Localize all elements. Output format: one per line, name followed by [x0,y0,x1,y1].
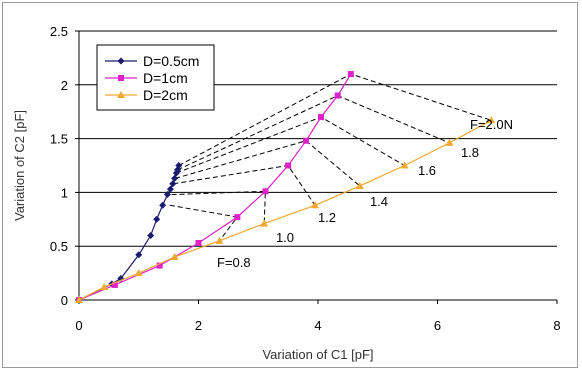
data-point [355,181,364,189]
data-point [135,251,143,259]
series-3 [75,116,496,303]
data-point [171,174,179,182]
legend-label: D=1cm [143,70,188,86]
legend-marker [117,91,125,98]
legend-label: D=2cm [143,87,188,103]
x-tick-label: 6 [434,318,441,333]
legend-marker [118,75,124,81]
y-tick-label: 2.5 [50,24,68,39]
data-point [317,114,324,121]
data-point [111,281,118,288]
data-point [195,239,202,246]
legend-marker [117,57,125,65]
force-line [169,204,239,242]
data-point [163,191,171,199]
data-point [147,231,155,239]
legend-label: D=0.5cm [143,53,199,69]
force-line [171,190,266,224]
data-point [170,252,179,260]
data-point [262,188,269,195]
force-label: 1.4 [370,194,388,209]
data-point [169,180,177,188]
data-point [400,161,409,169]
data-point [303,137,310,144]
axes [75,30,558,304]
force-label: 1.6 [418,163,436,178]
data-point [347,71,354,78]
y-axis-title: Variation of C2 [pF] [12,110,27,221]
data-point [134,269,143,277]
force-label: F=0.8 [217,255,251,270]
force-line [178,73,492,166]
data-point [175,162,183,169]
series-1 [75,162,183,304]
x-tick-label: 0 [75,318,82,333]
y-tick-label: 1.5 [50,132,68,147]
data-point [260,219,269,227]
force-line [177,95,450,171]
x-axis-title: Variation of C1 [pF] [262,347,373,362]
force-label: 1.2 [318,210,336,225]
data-point [445,138,454,146]
data-point [159,201,167,209]
data-point [487,116,496,124]
x-tick-label: 4 [314,318,321,333]
data-point [153,215,161,223]
grid-lines [79,30,557,247]
force-label: 1.8 [461,145,479,160]
y-tick-label: 0.5 [50,239,68,254]
tick-labels: 0 2 4 6 8 0 0.5 1 1.5 2 2.5 [50,24,561,333]
series-line [78,165,180,301]
data-point [311,201,320,209]
data-point [156,262,163,269]
force-label: 1.0 [276,230,294,245]
data-point [234,214,241,221]
x-tick-label: 8 [553,318,560,333]
force-labels: F=0.8 1.0 1.2 1.4 1.6 1.8 F=2.0N [217,117,513,270]
series-group [75,71,496,304]
y-tick-label: 2 [61,78,68,93]
data-point [215,236,224,244]
data-point [285,162,292,169]
force-label: F=2.0N [470,117,513,132]
y-tick-label: 1 [61,185,68,200]
x-tick-label: 2 [195,318,202,333]
force-line [175,140,361,187]
y-tick-label: 0 [61,293,68,308]
data-point [166,185,174,193]
force-line [173,164,316,206]
data-point [334,92,341,99]
data-point [75,296,83,303]
data-point [100,283,109,291]
